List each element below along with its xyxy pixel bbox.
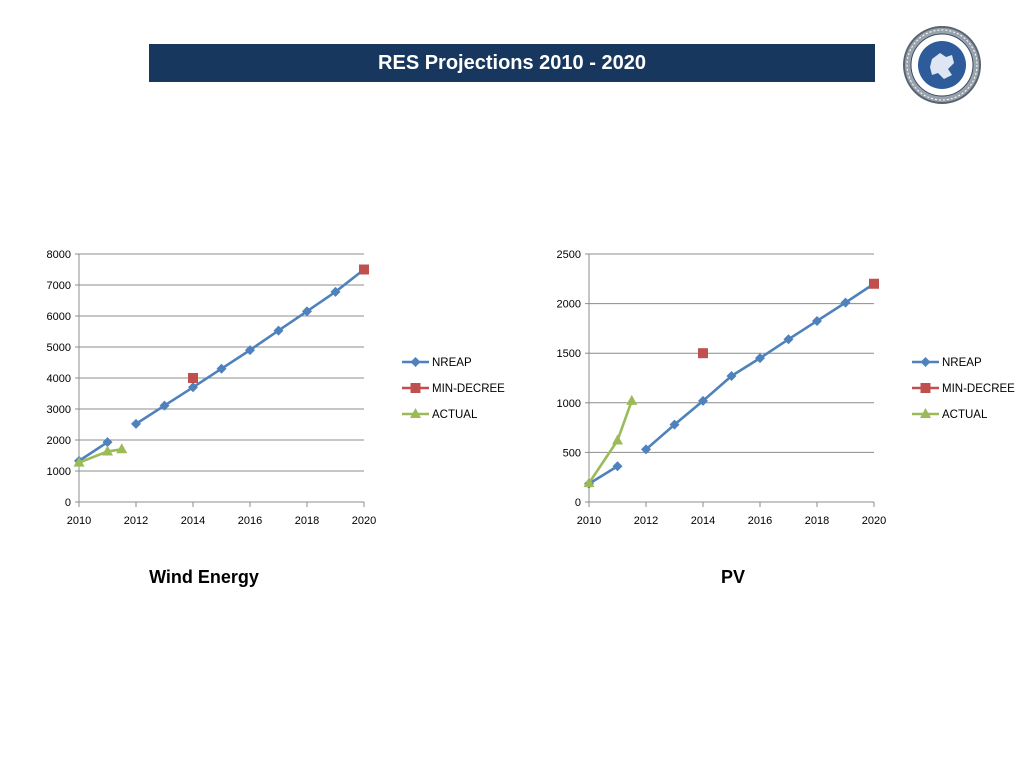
wind-x-tick-label: 2016 [238,515,262,527]
pv-x-tick-label: 2018 [805,515,829,527]
pv-y-tick-label: 500 [563,447,581,459]
pv-legend-actual-label: ACTUAL [942,409,988,421]
pv-x-tick-label: 2012 [634,515,658,527]
wind-legend-min-decree-label: MIN-DECREE [432,383,505,395]
wind-y-tick-label: 0 [65,497,71,509]
wind-energy-chart-svg: 0 1000 2000 3000 4000 5000 6000 7000 8000 2010 201… [47,249,506,527]
wind-series-actual [73,443,128,467]
pv-nreap-point [698,395,708,406]
wind-legend-nreap-label: NREAP [432,357,472,369]
wind-series-min-decree [188,264,369,383]
pv-nreap-point [783,334,794,345]
pv-min-decree-point [869,278,879,289]
pv-legend-nreap-label: NREAP [942,357,982,369]
wind-x-tick-label: 2010 [67,515,91,527]
pv-legend: NREAP MIN-DECREE ACTUAL [912,357,1015,421]
pv-nreap-point [641,444,651,455]
pv-chart-title: PV [720,567,745,587]
pv-x-tick-label: 2010 [577,515,601,527]
wind-nreap-point [273,325,284,336]
pv-actual-point [583,477,595,488]
pv-x-tick-label: 2020 [862,515,886,527]
pv-nreap-point [669,419,680,430]
pv-series-min-decree [698,278,879,359]
page-title-bar: RES Projections 2010 - 2020 [149,44,875,82]
pv-y-tick-label: 1000 [557,398,581,410]
pv-min-decree-point [698,348,708,359]
pv-chart-svg: 0 500 1000 1500 2000 2500 2010 2012 2014 2016 2018… [557,249,1016,527]
pv-y-tick-label: 1500 [557,348,581,360]
wind-legend-min-decree-marker [410,383,421,393]
wind-nreap-point [302,306,312,317]
wind-min-decree-point [188,373,198,383]
wind-nreap-line [78,441,109,462]
wind-min-decree-point [359,264,369,275]
pv-y-tick-label: 2000 [557,299,581,311]
wind-actual-point [116,443,128,454]
pv-series-actual [583,394,638,488]
wind-nreap-point [131,418,141,429]
wind-legend-nreap-marker [410,357,421,367]
page-title: RES Projections 2010 - 2020 [378,51,646,74]
circular-seal-logo-icon [902,25,982,105]
wind-nreap-point [245,345,255,356]
pv-y-tick-label: 0 [575,497,581,509]
pv-nreap-point [755,353,765,364]
wind-legend-actual-marker [410,408,421,418]
pv-actual-point [612,434,623,445]
pv-nreap-point [812,315,822,326]
pv-x-tick-label: 2016 [748,515,772,527]
pv-y-tick-label: 2500 [557,249,581,261]
wind-legend-actual-label: ACTUAL [432,409,478,421]
pv-actual-point [626,394,638,405]
pv-chart: 0 500 1000 1500 2000 2500 2010 2012 2014 2016 2018… [530,240,1020,540]
wind-x-tick-label: 2012 [124,515,148,527]
wind-y-tick-label: 8000 [47,249,71,261]
wind-legend: NREAP MIN-DECREE ACTUAL [402,357,505,421]
wind-y-tick-label: 3000 [47,404,71,416]
wind-y-tick-label: 1000 [47,466,71,478]
pv-nreap-point [840,297,851,308]
wind-nreap-point [188,382,198,393]
pv-legend-min-decree-marker [920,383,931,393]
wind-energy-chart: 0 1000 2000 3000 4000 5000 6000 7000 8000 2010 201… [20,240,510,540]
wind-actual-point [73,456,85,467]
wind-nreap-point [159,400,170,411]
wind-y-tick-label: 7000 [47,280,71,292]
wind-nreap-point [102,437,113,448]
wind-energy-chart-title: Wind Energy [149,567,259,587]
wind-y-tick-label: 5000 [47,342,71,354]
pv-nreap-line [645,282,875,451]
wind-y-tick-label: 6000 [47,311,71,323]
wind-y-tick-label: 4000 [47,373,71,385]
pv-legend-actual-marker [920,408,931,418]
wind-series-nreap [74,264,369,466]
pv-nreap-point [726,371,737,382]
pv-legend-min-decree-label: MIN-DECREE [942,383,1015,395]
pv-legend-nreap-marker [920,357,931,367]
wind-x-tick-label: 2020 [352,515,376,527]
pv-nreap-line [588,465,619,485]
pv-series-nreap [584,278,879,489]
wind-y-tick-label: 2000 [47,435,71,447]
pv-x-tick-label: 2014 [691,515,715,527]
wind-nreap-point [216,363,227,374]
wind-nreap-point [330,286,341,297]
wind-x-tick-label: 2018 [295,515,319,527]
wind-x-tick-label: 2014 [181,515,205,527]
pv-nreap-point [612,461,623,472]
wind-actual-point [102,445,113,456]
